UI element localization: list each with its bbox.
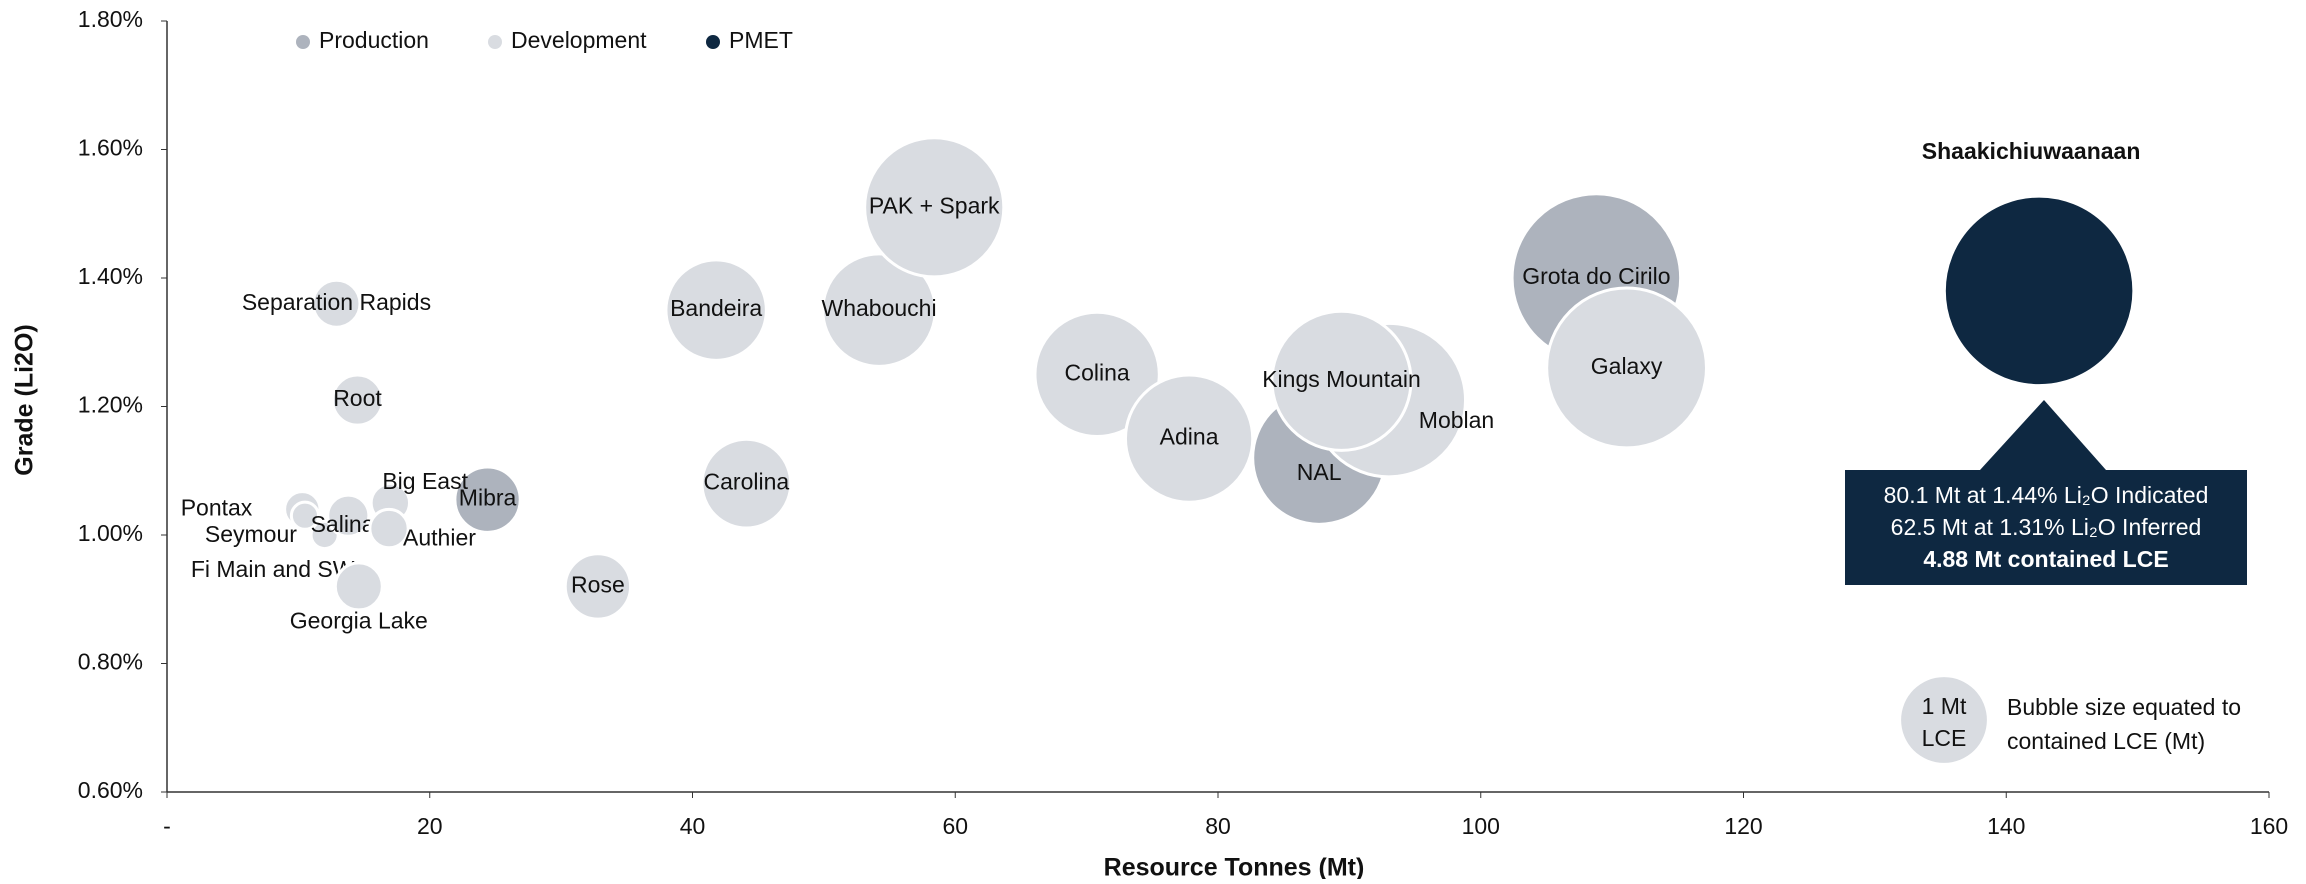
bubble bbox=[1270, 309, 1413, 452]
x-tick-label: 80 bbox=[1205, 813, 1231, 839]
bubble-label: NAL bbox=[1297, 459, 1342, 485]
legend-label: Production bbox=[319, 27, 429, 53]
y-tick-label: 1.60% bbox=[78, 135, 143, 161]
size-legend-bubble bbox=[1901, 677, 1987, 763]
legend-swatch bbox=[488, 35, 502, 49]
bubble-label: Kings Mountain bbox=[1262, 366, 1421, 392]
y-tick-label: 1.20% bbox=[78, 392, 143, 418]
bubble-label: Mibra bbox=[459, 485, 517, 511]
bubble bbox=[289, 500, 321, 531]
bubble bbox=[333, 561, 384, 612]
bubble-label: Rose bbox=[571, 571, 625, 597]
y-tick-label: 1.00% bbox=[78, 520, 143, 546]
bubble bbox=[1942, 194, 2136, 388]
bubble bbox=[700, 437, 793, 530]
bubble-label: PAK + Spark bbox=[869, 192, 1000, 218]
bubble-label: Shaakichiuwaanaan bbox=[1922, 138, 2141, 164]
bubble bbox=[330, 373, 385, 427]
bubble bbox=[326, 493, 371, 538]
y-tick-label: 0.60% bbox=[78, 777, 143, 803]
bubble bbox=[453, 465, 522, 534]
callout-box bbox=[1845, 470, 2247, 585]
x-tick-label: 160 bbox=[2250, 813, 2288, 839]
bubble-label: Authier bbox=[403, 525, 476, 551]
x-axis-title: Resource Tonnes (Mt) bbox=[1104, 854, 1365, 879]
callout-text: 62.5 Mt at 1.31% Li₂O Inferred bbox=[1891, 514, 2202, 540]
callout-pointer bbox=[1980, 400, 2106, 470]
legend-label: Development bbox=[511, 27, 647, 53]
bubble-label: Separation Rapids bbox=[242, 289, 431, 315]
bubble-label: Moblan bbox=[1419, 407, 1494, 433]
bubble bbox=[863, 136, 1006, 279]
x-tick-label: 100 bbox=[1462, 813, 1500, 839]
x-tick-label: 60 bbox=[942, 813, 968, 839]
bubble bbox=[368, 507, 410, 550]
bubble-label: Galaxy bbox=[1591, 353, 1663, 379]
y-tick-label: 1.40% bbox=[78, 263, 143, 289]
bubble-label: Bandeira bbox=[670, 295, 762, 321]
bubble-label: Whabouchi bbox=[822, 295, 937, 321]
x-tick-label: - bbox=[163, 813, 171, 839]
bubble-label: Root bbox=[333, 385, 382, 411]
x-tick-label: 20 bbox=[417, 813, 443, 839]
bubble-label: Seymour bbox=[205, 521, 297, 547]
legend-swatch bbox=[706, 35, 720, 49]
legend-swatch bbox=[296, 35, 310, 49]
size-legend-label: LCE bbox=[1922, 725, 1967, 751]
size-legend-text: contained LCE (Mt) bbox=[2007, 728, 2205, 754]
y-tick-label: 0.80% bbox=[78, 649, 143, 675]
bubble bbox=[311, 278, 362, 329]
bubble-label: Carolina bbox=[704, 469, 790, 495]
bubble bbox=[821, 252, 937, 368]
legend-label: PMET bbox=[729, 27, 793, 53]
callout-text: 4.88 Mt contained LCE bbox=[1923, 546, 2168, 572]
bubble-label: Pontax bbox=[181, 494, 253, 520]
bubble-label: Fi Main and SW bbox=[191, 556, 355, 582]
bubble-label: Colina bbox=[1065, 359, 1130, 385]
bubble-label: Big East bbox=[382, 468, 468, 494]
x-tick-label: 140 bbox=[1987, 813, 2025, 839]
x-tick-label: 120 bbox=[1724, 813, 1762, 839]
callout-text: 80.1 Mt at 1.44% Li₂O Indicated bbox=[1884, 482, 2209, 508]
size-legend-text: Bubble size equated to bbox=[2007, 694, 2241, 720]
bubble bbox=[1033, 310, 1161, 439]
bubble-label: Grota do Cirilo bbox=[1522, 263, 1670, 289]
y-tick-label: 1.80% bbox=[78, 6, 143, 32]
bubble bbox=[1545, 286, 1708, 450]
bubble bbox=[563, 552, 633, 621]
size-legend-label: 1 Mt bbox=[1922, 693, 1967, 719]
bubble bbox=[664, 258, 768, 362]
bubble bbox=[1123, 373, 1255, 504]
x-tick-label: 40 bbox=[680, 813, 706, 839]
y-axis-title: Grade (Li2O) bbox=[11, 324, 39, 475]
bubble-label: Adina bbox=[1160, 424, 1219, 450]
bubble-label: Georgia Lake bbox=[290, 607, 428, 633]
